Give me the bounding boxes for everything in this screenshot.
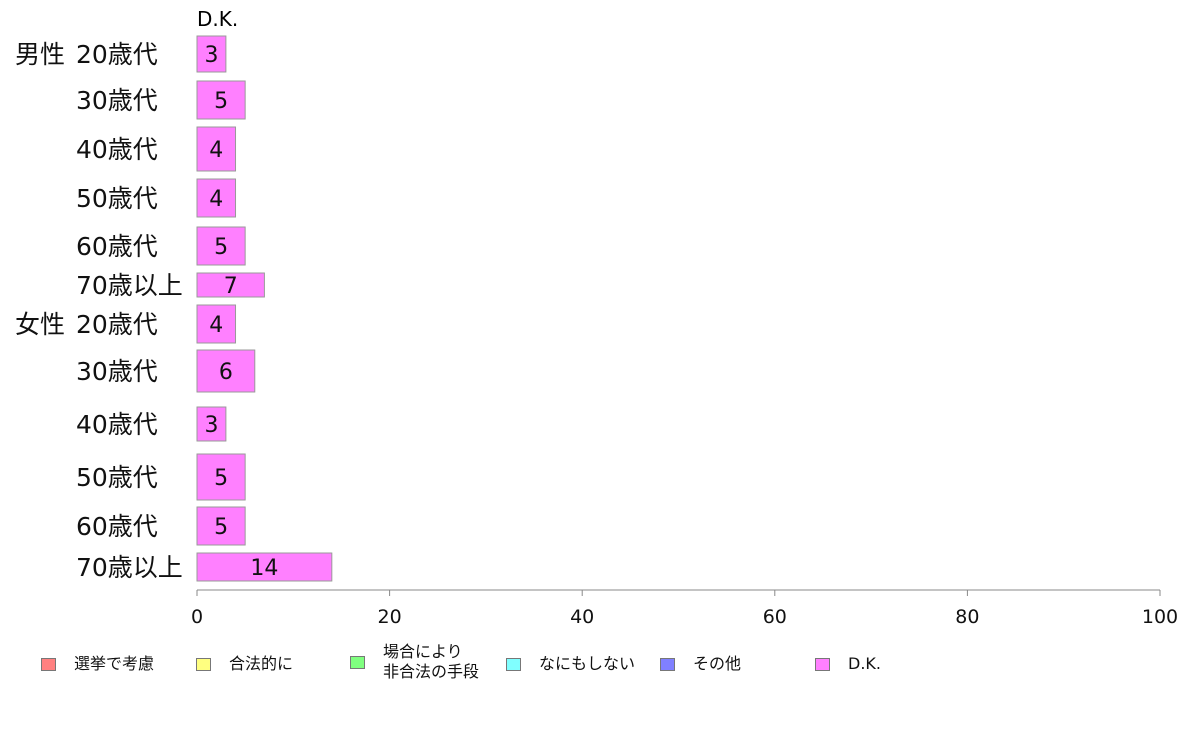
- legend-label-dk: D.K.: [848, 654, 881, 673]
- legend-swatch-dk: [815, 657, 830, 671]
- bar-value-label-11: 5: [214, 515, 228, 540]
- bar-value-label-10: 5: [214, 466, 228, 491]
- legend-swatch-senkyo: [41, 657, 56, 671]
- bar-12: [196, 552, 333, 582]
- bar-7: [196, 304, 237, 344]
- group-label-7: 女性: [15, 310, 65, 339]
- legend-swatch-sonota: [660, 657, 675, 671]
- bar-value-label-7: 4: [209, 313, 223, 338]
- bar-value-label-12: 14: [250, 556, 278, 581]
- bar-value-label-8: 6: [219, 360, 233, 385]
- category-label-2: 30歳代: [76, 86, 158, 115]
- legend-label-sonota: その他: [693, 654, 742, 673]
- legend-swatch-hi-gouhou: [350, 655, 365, 669]
- x-tick-label-20: 20: [378, 606, 402, 628]
- legend-item-hi-gouhou: 場合により 非合法の手段: [350, 642, 479, 682]
- category-labels: 20歳代男性30歳代40歳代50歳代60歳代70歳以上20歳代女性30歳代40歳…: [15, 40, 183, 582]
- bar-2: [196, 80, 246, 120]
- bar-value-label-2: 5: [214, 89, 228, 114]
- bar-9: [196, 406, 227, 442]
- x-tick-label-40: 40: [570, 606, 594, 628]
- category-label-10: 50歳代: [76, 463, 158, 492]
- x-tick-label-60: 60: [763, 606, 787, 628]
- category-label-7: 20歳代: [76, 310, 158, 339]
- bar-value-label-5: 5: [214, 235, 228, 260]
- category-label-3: 40歳代: [76, 135, 158, 164]
- category-label-5: 60歳代: [76, 232, 158, 261]
- legend-item-sonota: その他: [660, 654, 741, 674]
- bar-value-label-3: 4: [209, 138, 223, 163]
- legend-swatch-nanimo: [506, 657, 521, 671]
- legend-item-gouhou: 合法的に: [196, 654, 293, 674]
- bar-4: [196, 178, 237, 218]
- x-tick-label-100: 100: [1142, 606, 1178, 628]
- bar-value-label-4: 4: [209, 187, 223, 212]
- category-label-8: 30歳代: [76, 357, 158, 386]
- series-heading: D.K.: [197, 7, 238, 31]
- legend-label-senkyo: 選挙で考慮: [74, 654, 155, 673]
- bar-value-label-6: 7: [224, 274, 238, 299]
- category-label-9: 40歳代: [76, 410, 158, 439]
- bar-8: [196, 349, 256, 393]
- bar-value-label-9: 3: [204, 413, 218, 438]
- legend-label-gouhou: 合法的に: [229, 654, 294, 673]
- category-label-12: 70歳以上: [76, 553, 183, 582]
- bar-6: [196, 272, 265, 298]
- x-tick-label-0: 0: [191, 606, 203, 628]
- legend-item-dk: D.K.: [815, 654, 881, 674]
- legend-swatch-gouhou: [196, 657, 211, 671]
- x-tick-label-80: 80: [955, 606, 979, 628]
- category-label-11: 60歳代: [76, 512, 158, 541]
- legend-item-senkyo: 選挙で考慮: [41, 654, 154, 674]
- category-label-1: 20歳代: [76, 40, 158, 69]
- bar-3: [196, 126, 237, 172]
- legend-label-hi-gouhou: 場合により 非合法の手段: [383, 642, 480, 681]
- bar-5: [196, 226, 246, 266]
- group-label-1: 男性: [15, 40, 65, 69]
- category-label-4: 50歳代: [76, 184, 158, 213]
- bar-10: [196, 453, 246, 501]
- bar-value-label-1: 3: [204, 43, 218, 68]
- category-label-6: 70歳以上: [76, 271, 183, 300]
- bar-11: [196, 506, 246, 546]
- x-axis: 0 20 40 60 80 100: [191, 589, 1178, 628]
- legend-label-nanimo: なにもしない: [539, 654, 636, 673]
- legend-item-nanimo: なにもしない: [506, 654, 635, 674]
- bar-1: [196, 35, 227, 73]
